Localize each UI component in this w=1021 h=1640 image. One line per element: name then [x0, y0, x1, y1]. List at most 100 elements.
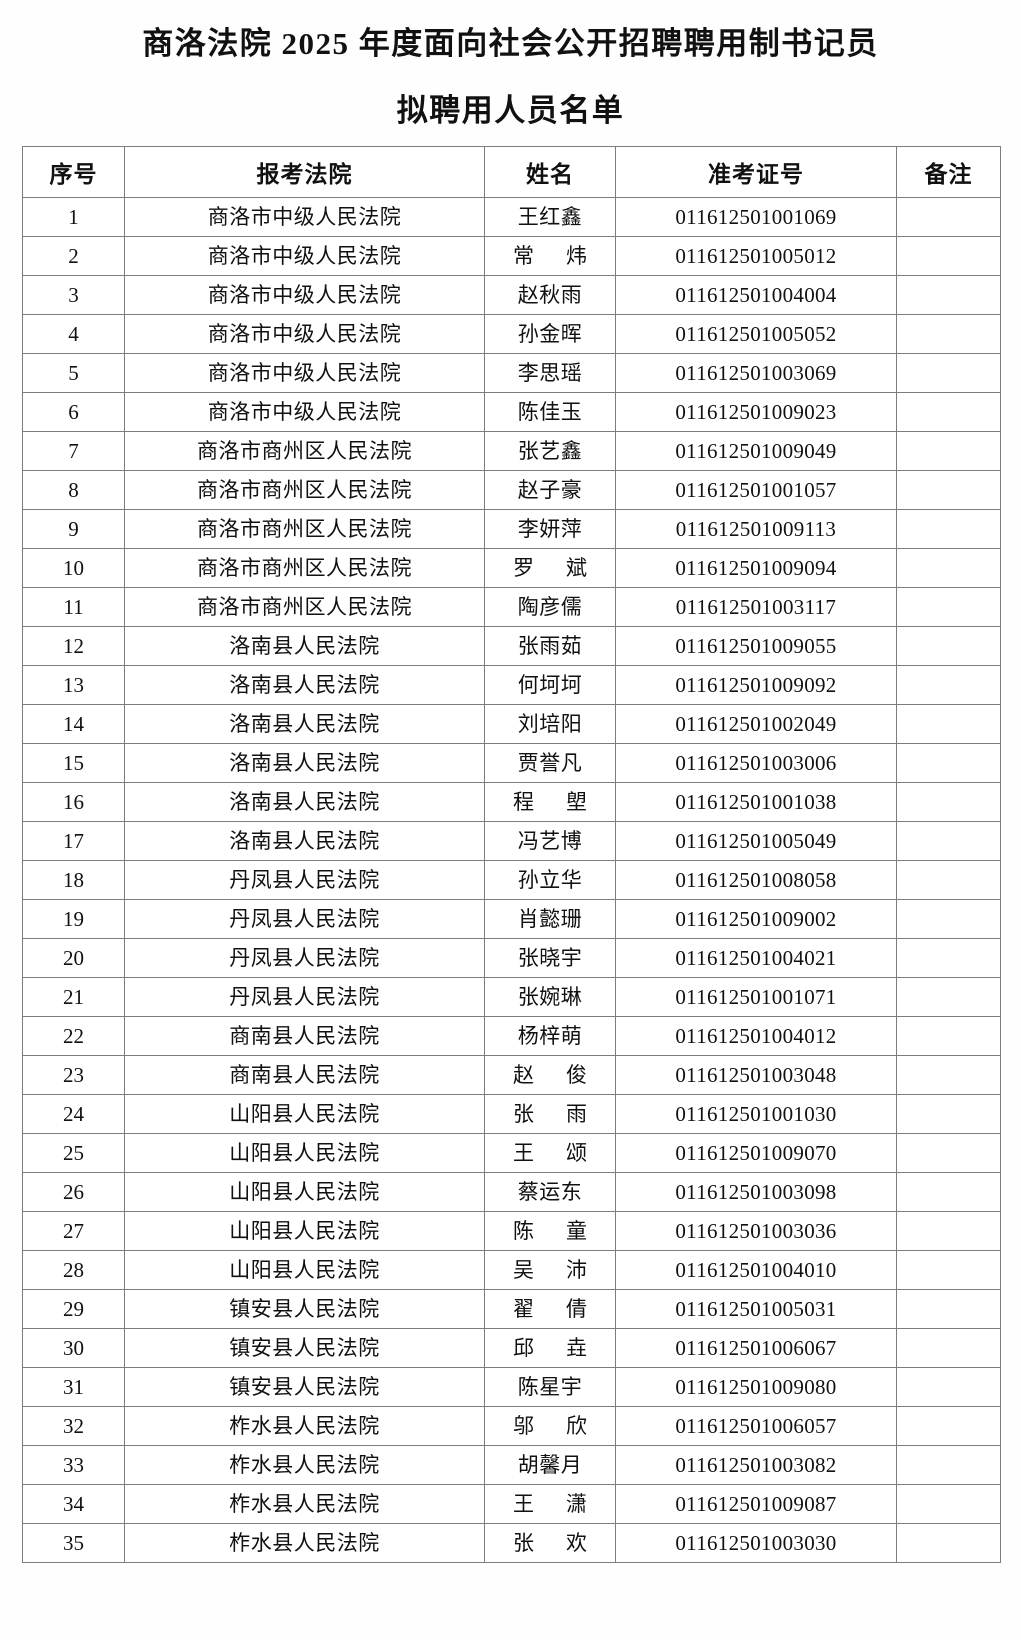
cell-name: 李思瑶: [484, 353, 616, 393]
cell-index: 26: [22, 1172, 125, 1212]
cell-index: 20: [22, 938, 125, 978]
cell-remark: [896, 1094, 1001, 1134]
cell-name: 邬欣: [484, 1406, 616, 1446]
roster-table-wrapper: 序号 报考法院 姓名 准考证号 备注 1 商洛市中级人民法院 王红鑫 01161250…: [21, 146, 1001, 1563]
name-text: 杨梓萌: [517, 1024, 583, 1048]
cell-index: 31: [22, 1367, 125, 1407]
cell-name: 张雨: [484, 1094, 616, 1134]
table-row: 4 商洛市中级人民法院 孙金晖 011612501005052: [22, 314, 1001, 354]
cell-name: 王红鑫: [484, 197, 616, 237]
table-row: 14 洛南县人民法院 刘培阳 011612501002049: [22, 704, 1001, 744]
name-text: 陈童: [513, 1219, 587, 1243]
cell-ticket: 011612501009002: [615, 899, 897, 939]
cell-name: 陈童: [484, 1211, 616, 1251]
name-text: 李妍萍: [517, 517, 583, 541]
table-row: 20 丹凤县人民法院 张晓宇 011612501004021: [22, 938, 1001, 978]
cell-ticket: 011612501009113: [615, 509, 897, 549]
column-header-name: 姓名: [484, 146, 616, 198]
cell-ticket: 011612501001038: [615, 782, 897, 822]
cell-remark: [896, 1484, 1001, 1524]
table-row: 32 柞水县人民法院 邬欣 011612501006057: [22, 1406, 1001, 1446]
cell-name: 张雨茹: [484, 626, 616, 666]
cell-name: 陶彦儒: [484, 587, 616, 627]
cell-remark: [896, 1328, 1001, 1368]
cell-ticket: 011612501001057: [615, 470, 897, 510]
cell-court: 商洛市中级人民法院: [124, 353, 485, 393]
cell-remark: [896, 938, 1001, 978]
table-row: 12 洛南县人民法院 张雨茹 011612501009055: [22, 626, 1001, 666]
cell-index: 28: [22, 1250, 125, 1290]
cell-remark: [896, 1172, 1001, 1212]
cell-ticket: 011612501009080: [615, 1367, 897, 1407]
cell-name: 邱垚: [484, 1328, 616, 1368]
cell-court: 洛南县人民法院: [124, 782, 485, 822]
table-row: 11 商洛市商州区人民法院 陶彦儒 011612501003117: [22, 587, 1001, 627]
name-text: 陈佳玉: [517, 400, 583, 424]
cell-court: 洛南县人民法院: [124, 665, 485, 705]
name-text: 张欢: [513, 1531, 587, 1555]
cell-remark: [896, 782, 1001, 822]
cell-court: 商洛市商州区人民法院: [124, 470, 485, 510]
cell-remark: [896, 353, 1001, 393]
cell-remark: [896, 1289, 1001, 1329]
cell-remark: [896, 1250, 1001, 1290]
table-row: 7 商洛市商州区人民法院 张艺鑫 011612501009049: [22, 431, 1001, 471]
cell-name: 张欢: [484, 1523, 616, 1563]
table-row: 24 山阳县人民法院 张雨 011612501001030: [22, 1094, 1001, 1134]
cell-ticket: 011612501001030: [615, 1094, 897, 1134]
cell-remark: [896, 197, 1001, 237]
name-text: 程塱: [513, 790, 587, 814]
cell-index: 18: [22, 860, 125, 900]
table-row: 23 商南县人民法院 赵俊 011612501003048: [22, 1055, 1001, 1095]
cell-remark: [896, 509, 1001, 549]
cell-court: 洛南县人民法院: [124, 743, 485, 783]
cell-index: 16: [22, 782, 125, 822]
cell-ticket: 011612501008058: [615, 860, 897, 900]
column-header-index: 序号: [22, 146, 125, 198]
cell-court: 山阳县人民法院: [124, 1211, 485, 1251]
cell-court: 商洛市中级人民法院: [124, 236, 485, 276]
cell-remark: [896, 1445, 1001, 1485]
cell-ticket: 011612501003006: [615, 743, 897, 783]
table-row: 16 洛南县人民法院 程塱 011612501001038: [22, 782, 1001, 822]
name-text: 张雨茹: [517, 634, 583, 658]
cell-court: 柞水县人民法院: [124, 1445, 485, 1485]
cell-remark: [896, 1406, 1001, 1446]
document-title-block: 商洛法院 2025 年度面向社会公开招聘聘用制书记员 拟聘用人员名单: [0, 0, 1021, 126]
cell-name: 蔡运东: [484, 1172, 616, 1212]
cell-remark: [896, 431, 1001, 471]
cell-court: 山阳县人民法院: [124, 1133, 485, 1173]
page-title-line-2: 拟聘用人员名单: [396, 93, 625, 128]
cell-court: 洛南县人民法院: [124, 821, 485, 861]
column-header-remark: 备注: [896, 146, 1001, 198]
cell-name: 孙立华: [484, 860, 616, 900]
name-text: 李思瑶: [517, 361, 583, 385]
cell-ticket: 011612501003030: [615, 1523, 897, 1563]
cell-name: 赵俊: [484, 1055, 616, 1095]
cell-court: 山阳县人民法院: [124, 1094, 485, 1134]
cell-ticket: 011612501005052: [615, 314, 897, 354]
cell-index: 35: [22, 1523, 125, 1563]
table-header: 序号 报考法院 姓名 准考证号 备注: [22, 146, 1001, 198]
cell-index: 4: [22, 314, 125, 354]
cell-index: 32: [22, 1406, 125, 1446]
name-text: 何坷坷: [517, 673, 583, 697]
cell-name: 张晓宇: [484, 938, 616, 978]
cell-court: 商洛市中级人民法院: [124, 392, 485, 432]
cell-index: 34: [22, 1484, 125, 1524]
cell-index: 27: [22, 1211, 125, 1251]
cell-index: 17: [22, 821, 125, 861]
cell-ticket: 011612501009092: [615, 665, 897, 705]
cell-index: 2: [22, 236, 125, 276]
name-text: 张艺鑫: [517, 439, 583, 463]
cell-name: 程塱: [484, 782, 616, 822]
cell-court: 商南县人民法院: [124, 1055, 485, 1095]
cell-court: 商洛市商州区人民法院: [124, 548, 485, 588]
cell-court: 丹凤县人民法院: [124, 899, 485, 939]
table-row: 25 山阳县人民法院 王颂 011612501009070: [22, 1133, 1001, 1173]
cell-remark: [896, 743, 1001, 783]
cell-name: 王颂: [484, 1133, 616, 1173]
cell-ticket: 011612501005012: [615, 236, 897, 276]
cell-court: 柞水县人民法院: [124, 1484, 485, 1524]
